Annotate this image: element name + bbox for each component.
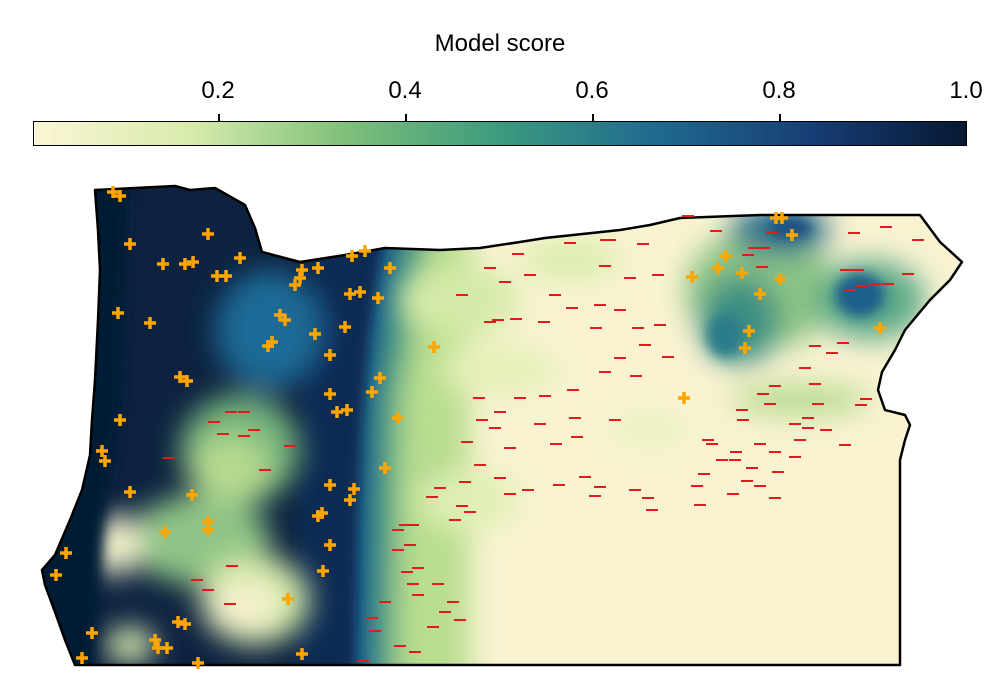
- colorbar-tick-mark: [779, 114, 781, 121]
- colorbar-tick-label: 0.4: [388, 77, 422, 104]
- presence-marker: [50, 569, 62, 581]
- presence-marker: [124, 486, 136, 498]
- presence-marker: [720, 250, 732, 262]
- presence-marker: [344, 288, 356, 300]
- presence-marker: [96, 445, 108, 457]
- colorbar-tick-mark: [592, 114, 594, 121]
- presence-marker: [316, 507, 328, 519]
- colorbar-title: Model score: [434, 30, 566, 57]
- presence-marker: [346, 250, 358, 262]
- presence-marker: [262, 340, 274, 352]
- presence-marker: [99, 455, 111, 467]
- presence-marker: [339, 321, 351, 333]
- presence-marker: [181, 375, 193, 387]
- presence-marker: [392, 412, 404, 424]
- presence-marker: [114, 414, 126, 426]
- presence-marker: [112, 307, 124, 319]
- presence-marker: [274, 309, 286, 321]
- presence-marker: [172, 616, 184, 628]
- presence-marker: [359, 245, 371, 257]
- colorbar-tick-label: 0.8: [762, 77, 796, 104]
- presence-marker: [776, 212, 788, 224]
- presence-marker: [678, 392, 690, 404]
- presence-marker: [161, 642, 173, 654]
- presence-marker: [344, 494, 356, 506]
- presence-marker: [686, 271, 698, 283]
- presence-marker: [874, 322, 886, 334]
- presence-marker: [341, 404, 353, 416]
- presence-marker: [114, 190, 126, 202]
- colorbar: [33, 121, 967, 146]
- presence-marker: [76, 652, 88, 664]
- presence-marker: [289, 279, 301, 291]
- presence-marker: [149, 634, 161, 646]
- presence-marker: [348, 483, 360, 495]
- presence-marker: [324, 349, 336, 361]
- presence-marker: [428, 341, 440, 353]
- presence-marker: [107, 186, 119, 198]
- presence-marker: [296, 648, 308, 660]
- colorbar-tick-mark: [218, 114, 220, 121]
- presence-marker: [786, 229, 798, 241]
- presence-marker: [187, 256, 199, 268]
- colorbar-tick-mark: [405, 114, 407, 121]
- presence-marker: [174, 371, 186, 383]
- absence-points: [163, 215, 924, 662]
- presence-marker: [374, 372, 386, 384]
- presence-marker: [282, 593, 294, 605]
- presence-marker: [186, 489, 198, 501]
- presence-marker: [331, 406, 343, 418]
- presence-marker: [739, 342, 751, 354]
- presence-marker: [192, 657, 204, 669]
- presence-marker: [144, 317, 156, 329]
- presence-marker: [712, 262, 724, 274]
- colorbar-tick-label: 0.2: [201, 77, 235, 104]
- presence-marker: [234, 252, 246, 264]
- presence-marker: [202, 228, 214, 240]
- presence-marker: [324, 479, 336, 491]
- presence-marker: [384, 262, 396, 274]
- presence-marker: [60, 547, 72, 559]
- presence-points: [50, 186, 886, 669]
- presence-marker: [379, 462, 391, 474]
- presence-marker: [754, 288, 766, 300]
- presence-marker: [366, 386, 378, 398]
- presence-marker: [179, 258, 191, 270]
- presence-marker: [124, 238, 136, 250]
- presence-marker: [743, 325, 755, 337]
- presence-marker: [736, 267, 748, 279]
- oregon-score-map: [40, 184, 964, 669]
- presence-marker: [211, 270, 223, 282]
- presence-marker: [312, 262, 324, 274]
- presence-marker: [294, 272, 306, 284]
- presence-marker: [179, 618, 191, 630]
- presence-marker: [296, 264, 308, 276]
- presence-marker: [774, 273, 786, 285]
- presence-marker: [354, 286, 366, 298]
- colorbar-tick-label: 0.6: [575, 77, 609, 104]
- presence-marker: [86, 627, 98, 639]
- score-surface: [42, 186, 962, 665]
- presence-marker: [324, 388, 336, 400]
- presence-marker: [157, 258, 169, 270]
- presence-marker: [202, 524, 214, 536]
- presence-marker: [324, 539, 336, 551]
- presence-marker: [317, 565, 329, 577]
- colorbar-tick-label: 1.0: [949, 77, 983, 104]
- presence-marker: [159, 526, 171, 538]
- presence-marker: [309, 328, 321, 340]
- presence-marker: [372, 292, 384, 304]
